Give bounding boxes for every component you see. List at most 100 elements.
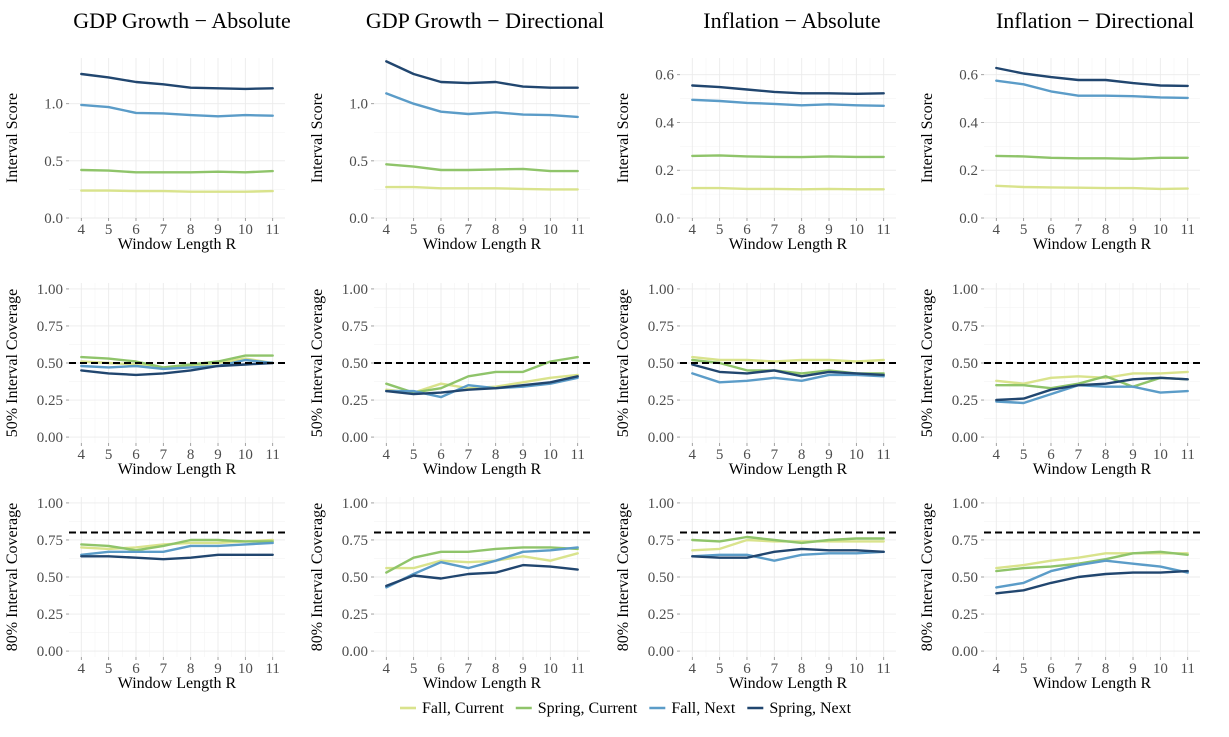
panels: 0.0 0.5 1.0 4 5 6 7 8 9 10 11 Window Length R Interv… bbox=[4, 58, 1200, 692]
x-tick-label: 5 bbox=[105, 447, 113, 463]
legend-label: Spring, Next bbox=[769, 700, 851, 717]
legend: Fall, Current Spring, Current Fall, Next Sp… bbox=[400, 700, 852, 717]
x-tick-label: 9 bbox=[519, 661, 527, 677]
x-tick-label: 4 bbox=[689, 661, 697, 677]
x-tick-label: 11 bbox=[570, 661, 584, 677]
y-tick-label: 0.00 bbox=[648, 430, 674, 446]
x-tick-label: 7 bbox=[771, 447, 779, 463]
legend-label: Spring, Current bbox=[538, 700, 638, 717]
x-tick-label: 4 bbox=[689, 447, 697, 463]
y-tick-label: 0.25 bbox=[37, 393, 63, 409]
series-line-fall-current bbox=[995, 552, 1189, 570]
y-tick-label: 0.50 bbox=[648, 356, 674, 372]
x-tick-label: 4 bbox=[993, 447, 1001, 463]
column-title-inflation-directional: Inflation − Directional bbox=[996, 8, 1194, 33]
y-tick-label: 0.75 bbox=[952, 533, 978, 549]
x-tick-label: 11 bbox=[1180, 447, 1194, 463]
x-tick-label: 8 bbox=[492, 661, 500, 677]
panel-r1-c1: 0.00 0.25 0.50 0.75 1.00 4 5 6 7 8 9 10 11 Window Len… bbox=[309, 282, 590, 478]
x-tick-label: 7 bbox=[1075, 447, 1083, 463]
x-tick-label: 7 bbox=[465, 447, 473, 463]
x-tick-label: 7 bbox=[465, 661, 473, 677]
series-line-fall-current bbox=[995, 370, 1189, 385]
y-tick-label: 0.4 bbox=[959, 115, 978, 131]
x-tick-label: 10 bbox=[543, 447, 558, 463]
x-axis-label: Window Length R bbox=[118, 461, 237, 478]
x-tick-label: 10 bbox=[1153, 661, 1168, 677]
x-tick-label: 9 bbox=[214, 222, 222, 238]
y-tick-label: 0.00 bbox=[952, 430, 978, 446]
panel-r0-c0: 0.0 0.5 1.0 4 5 6 7 8 9 10 11 Window Length R Interv… bbox=[4, 58, 285, 253]
y-tick-label: 0.75 bbox=[37, 533, 63, 549]
x-axis-label: Window Length R bbox=[423, 461, 542, 478]
y-tick-label: 0.00 bbox=[952, 644, 978, 660]
series-line-spring-next bbox=[995, 569, 1189, 595]
x-axis-label: Window Length R bbox=[423, 675, 542, 692]
x-tick-label: 5 bbox=[1020, 661, 1028, 677]
series-line-spring-current bbox=[995, 154, 1189, 161]
panel-r0-c1: 0.0 0.5 1.0 4 5 6 7 8 9 10 11 Window Length R Interv… bbox=[309, 58, 590, 253]
x-tick-label: 11 bbox=[265, 222, 279, 238]
x-tick-label: 5 bbox=[410, 222, 418, 238]
y-axis-label: 80% Interval Coverage bbox=[309, 503, 326, 651]
y-tick-label: 0.50 bbox=[648, 570, 674, 586]
x-tick-label: 6 bbox=[743, 222, 751, 238]
x-tick-label: 5 bbox=[105, 661, 113, 677]
y-tick-label: 0.25 bbox=[952, 393, 978, 409]
x-tick-label: 8 bbox=[187, 222, 195, 238]
x-tick-label: 6 bbox=[437, 447, 445, 463]
x-axis-label: Window Length R bbox=[729, 461, 848, 478]
x-tick-label: 5 bbox=[716, 447, 724, 463]
x-tick-label: 6 bbox=[1047, 222, 1055, 238]
x-tick-label: 8 bbox=[492, 447, 500, 463]
y-tick-label: 0.0 bbox=[655, 211, 674, 227]
x-tick-label: 6 bbox=[132, 447, 140, 463]
x-tick-label: 9 bbox=[519, 222, 527, 238]
y-tick-label: 0.25 bbox=[342, 607, 368, 623]
y-axis-label: 80% Interval Coverage bbox=[4, 503, 21, 651]
y-axis-label: 50% Interval Coverage bbox=[4, 289, 21, 437]
y-tick-label: 0.25 bbox=[342, 393, 368, 409]
x-tick-label: 11 bbox=[570, 222, 584, 238]
series-line-spring-next bbox=[691, 84, 885, 96]
x-tick-label: 4 bbox=[993, 661, 1001, 677]
series-line-spring-current bbox=[995, 375, 1189, 390]
column-titles: GDP Growth − Absolute GDP Growth − Direc… bbox=[73, 8, 1194, 33]
x-tick-label: 4 bbox=[383, 661, 391, 677]
y-tick-label: 0.75 bbox=[952, 319, 978, 335]
x-tick-label: 7 bbox=[160, 447, 168, 463]
x-tick-label: 5 bbox=[716, 222, 724, 238]
x-tick-label: 7 bbox=[160, 222, 168, 238]
series-line-spring-next bbox=[995, 66, 1189, 88]
series-line-spring-next bbox=[385, 563, 579, 588]
x-tick-label: 8 bbox=[187, 447, 195, 463]
series-line-fall-next bbox=[80, 541, 274, 556]
series-line-fall-next bbox=[385, 92, 579, 119]
series-line-spring-current bbox=[691, 535, 885, 545]
x-tick-label: 10 bbox=[849, 447, 864, 463]
x-axis-label: Window Length R bbox=[1033, 675, 1152, 692]
y-axis-label: 50% Interval Coverage bbox=[615, 289, 632, 437]
series-line-spring-current bbox=[385, 546, 579, 574]
x-axis-label: Window Length R bbox=[118, 236, 237, 253]
x-tick-label: 5 bbox=[1020, 222, 1028, 238]
x-tick-label: 9 bbox=[825, 661, 833, 677]
series-line-spring-current bbox=[80, 354, 274, 369]
y-tick-label: 0.25 bbox=[648, 607, 674, 623]
series-line-fall-next bbox=[995, 384, 1189, 405]
y-tick-label: 0.2 bbox=[655, 163, 674, 179]
y-tick-label: 0.6 bbox=[655, 68, 674, 84]
x-tick-label: 7 bbox=[1075, 222, 1083, 238]
y-axis-label: Interval Score bbox=[4, 93, 21, 183]
series-line-fall-next bbox=[691, 550, 885, 562]
x-tick-label: 10 bbox=[849, 222, 864, 238]
x-tick-label: 11 bbox=[570, 447, 584, 463]
x-tick-label: 5 bbox=[410, 447, 418, 463]
series-line-spring-next bbox=[80, 553, 274, 561]
x-axis-label: Window Length R bbox=[423, 236, 542, 253]
x-axis-label: Window Length R bbox=[729, 675, 848, 692]
legend-item-spring-current: Spring, Current bbox=[515, 700, 638, 717]
x-tick-label: 8 bbox=[1102, 222, 1110, 238]
series-line-spring-current bbox=[691, 154, 885, 159]
